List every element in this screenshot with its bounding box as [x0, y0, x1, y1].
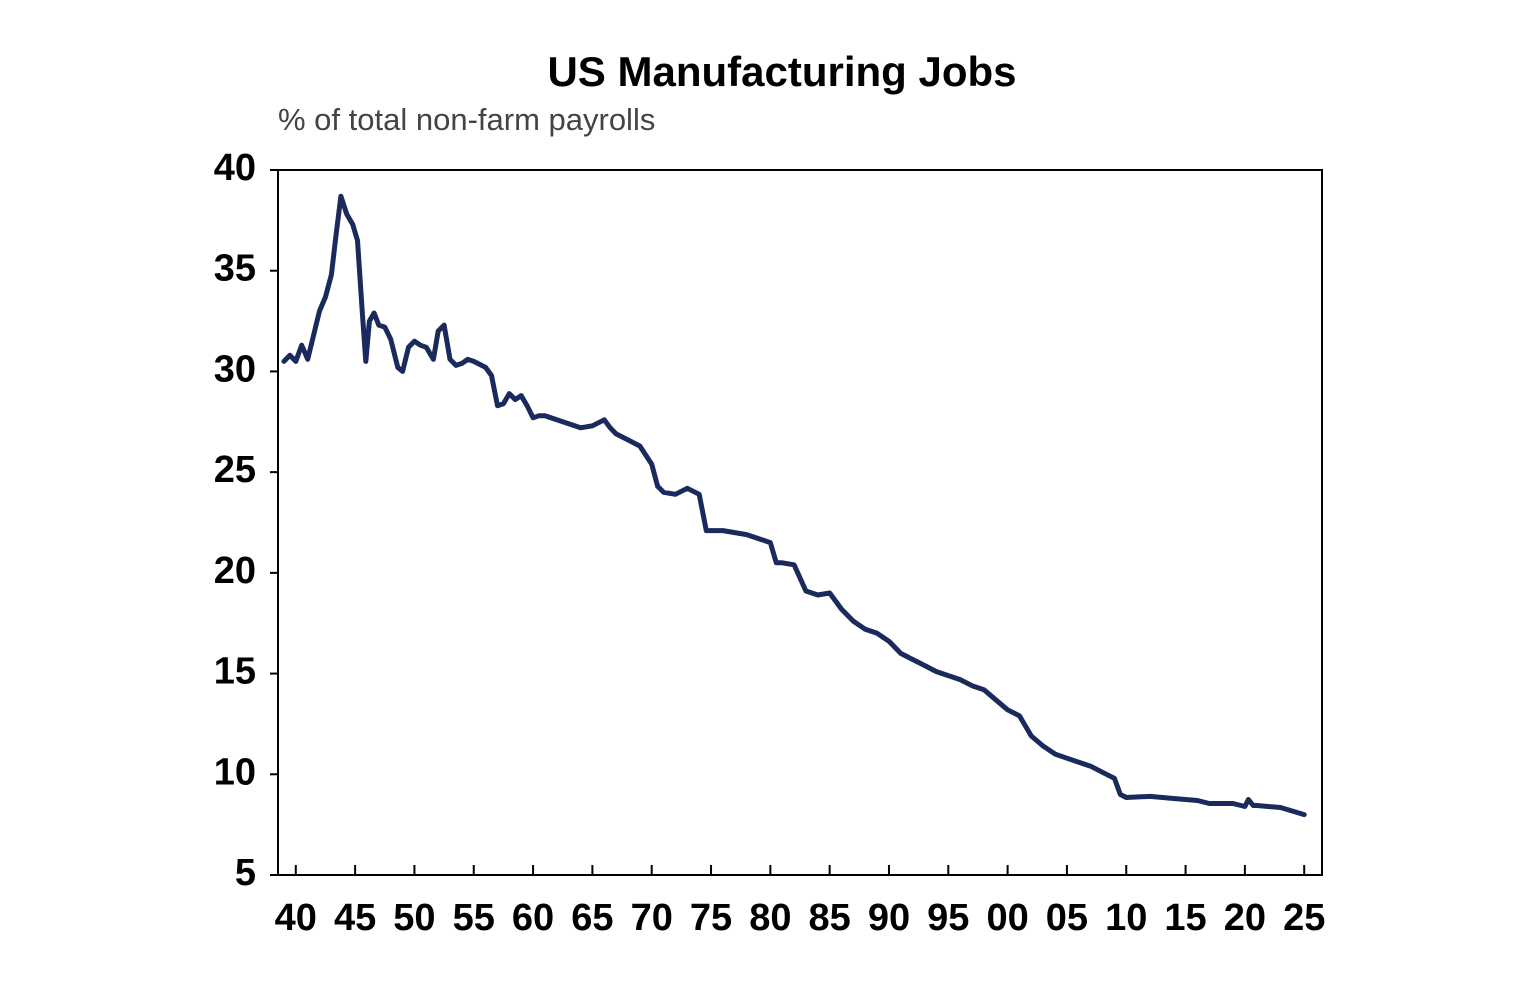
x-tick-label: 70 [631, 897, 673, 939]
x-tick-label: 90 [868, 897, 910, 939]
x-tick-label: 75 [690, 897, 732, 939]
x-tick-label: 65 [571, 897, 613, 939]
x-tick-label: 95 [927, 897, 969, 939]
x-tick-label: 80 [749, 897, 791, 939]
x-tick-label: 50 [393, 897, 435, 939]
x-tick-label: 10 [1105, 897, 1147, 939]
y-tick-label: 30 [214, 348, 256, 390]
data-line [281, 193, 1307, 818]
y-tick-label: 35 [214, 248, 256, 290]
y-tick-label: 5 [235, 852, 256, 894]
x-tick-label: 85 [809, 897, 851, 939]
y-tick-label: 25 [214, 449, 256, 491]
x-tick-label: 60 [512, 897, 554, 939]
y-tick-label: 10 [214, 751, 256, 793]
x-tick-label: 05 [1046, 897, 1088, 939]
chart-title: US Manufacturing Jobs [547, 48, 1016, 95]
x-tick-label: 40 [275, 897, 317, 939]
x-tick-label: 55 [453, 897, 495, 939]
chart-subtitle: % of total non-farm payrolls [278, 102, 655, 137]
plot-frame [277, 169, 1323, 876]
x-tick-label: 00 [986, 897, 1028, 939]
x-tick-label: 25 [1283, 897, 1325, 939]
x-tick-label: 45 [334, 897, 376, 939]
x-tick-label: 20 [1224, 897, 1266, 939]
x-tick-label: 15 [1164, 897, 1206, 939]
y-tick-label: 20 [214, 550, 256, 592]
y-tick-label: 40 [214, 147, 256, 189]
y-tick-label: 15 [214, 651, 256, 693]
